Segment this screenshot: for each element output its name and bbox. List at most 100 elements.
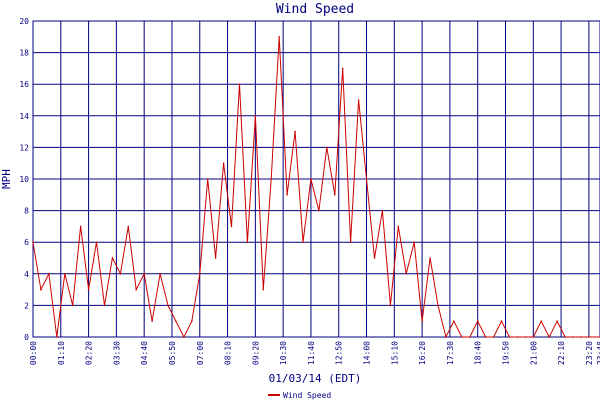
data-point	[32, 241, 34, 243]
x-tick-label: 09:20	[251, 341, 260, 365]
data-point	[524, 336, 527, 338]
x-tick-label: 08:10	[224, 341, 233, 365]
x-tick-label: 11:40	[307, 341, 316, 365]
data-point	[365, 178, 368, 180]
x-tick-label: 18:40	[474, 341, 483, 365]
data-point	[254, 115, 257, 117]
y-tick-label: 10	[19, 175, 29, 184]
series-group	[32, 36, 600, 339]
data-point	[318, 209, 320, 212]
y-tick-label: 14	[19, 112, 29, 121]
x-tick-label: 17:30	[446, 341, 455, 365]
x-axis-title: 01/03/14 (EDT)	[269, 372, 362, 385]
y-tick-label: 6	[24, 238, 29, 247]
x-tick-label: 02:20	[85, 341, 94, 365]
data-point	[79, 225, 82, 228]
data-point	[468, 336, 471, 338]
data-point	[103, 304, 106, 307]
x-tick-label: 16:20	[418, 341, 427, 365]
x-tick-label: 23:20	[585, 341, 594, 365]
y-tick-label: 16	[19, 80, 29, 89]
y-tick-label: 0	[24, 333, 29, 342]
data-point	[143, 273, 145, 275]
data-point	[270, 178, 273, 180]
x-tick-label: 22:10	[557, 341, 566, 365]
data-point	[278, 36, 280, 38]
x-tick-label: 00:00	[29, 341, 38, 365]
x-tick-label: 12:50	[335, 341, 344, 365]
data-point	[71, 304, 74, 307]
data-point	[333, 194, 336, 196]
data-point	[87, 288, 90, 291]
data-point	[461, 336, 463, 338]
data-point	[111, 257, 114, 259]
data-point	[238, 83, 241, 85]
data-point	[262, 288, 265, 291]
data-point	[373, 257, 376, 259]
data-point	[580, 336, 582, 338]
data-point	[413, 241, 415, 243]
y-tick-label: 8	[24, 207, 29, 216]
data-point	[532, 336, 535, 338]
data-point	[516, 336, 519, 338]
data-point	[548, 336, 550, 338]
y-tick-label: 18	[19, 49, 29, 58]
chart-title: Wind Speed	[276, 2, 354, 17]
data-point	[556, 320, 558, 323]
x-tick-label: 05:50	[168, 341, 177, 365]
data-point	[302, 241, 304, 243]
y-tick-label: 12	[19, 143, 29, 152]
data-point	[40, 288, 42, 291]
legend-label: Wind Speed	[283, 391, 331, 400]
data-point	[63, 273, 66, 275]
data-point	[286, 194, 288, 196]
data-point	[564, 336, 566, 338]
data-point	[445, 336, 447, 338]
data-point	[437, 304, 439, 307]
data-point	[294, 130, 296, 133]
x-tick-label: 19:50	[502, 341, 511, 365]
data-point	[167, 304, 169, 307]
data-point	[500, 320, 503, 323]
x-tick-label: 03:30	[112, 341, 121, 365]
data-point	[222, 162, 225, 164]
data-point	[397, 225, 400, 228]
data-point	[476, 320, 479, 323]
x-tick-label: 14:00	[363, 341, 372, 365]
y-axis-ticks: 0 2 4 6 8 10 12 14 16 18 20	[19, 17, 29, 342]
x-tick-label: 10:30	[279, 341, 288, 365]
data-point	[572, 336, 574, 338]
x-tick-label: 23:48	[596, 341, 600, 365]
x-tick-label: 01:10	[57, 341, 66, 365]
data-point	[429, 257, 431, 259]
data-point	[540, 320, 543, 323]
data-point	[95, 241, 98, 243]
data-point	[246, 241, 249, 243]
grid-lines	[32, 20, 600, 338]
x-tick-label: 04:40	[140, 341, 149, 365]
data-point	[56, 336, 58, 338]
x-axis-ticks: 00:00 01:10 02:20 03:30 04:40 05:50 07:00 08:10…	[29, 341, 600, 365]
data-point	[175, 320, 177, 323]
y-tick-label: 4	[24, 270, 29, 279]
wind-speed-series-line	[32, 36, 600, 339]
data-point	[310, 178, 312, 180]
data-point	[381, 209, 384, 212]
data-point	[151, 320, 153, 323]
data-point	[214, 257, 217, 259]
x-tick-label: 15:10	[390, 341, 399, 365]
data-point	[326, 146, 328, 149]
data-point	[349, 241, 352, 243]
data-point	[206, 178, 209, 180]
x-tick-label: 07:00	[196, 341, 205, 365]
data-point	[48, 273, 50, 275]
data-point	[127, 225, 130, 228]
data-point	[453, 320, 455, 323]
x-tick-label: 21:00	[529, 341, 538, 365]
y-axis-title: MPH	[0, 169, 13, 189]
data-point	[492, 336, 495, 338]
data-point	[421, 320, 423, 323]
data-point	[135, 288, 138, 291]
y-tick-label: 20	[19, 17, 29, 26]
